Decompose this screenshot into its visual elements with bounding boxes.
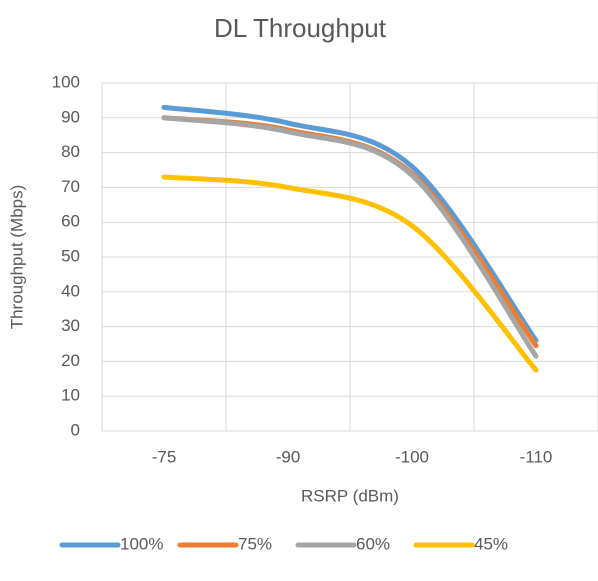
x-axis-title: RSRP (dBm): [301, 486, 399, 505]
y-tick-label: 90: [61, 107, 80, 126]
chart-title: DL Throughput: [214, 13, 387, 43]
y-tick-label: 60: [61, 212, 80, 231]
x-tick-label: -100: [395, 447, 429, 466]
y-tick-label: 20: [61, 351, 80, 370]
x-tick-label: -110: [520, 447, 553, 466]
y-tick-label: 30: [61, 316, 80, 335]
y-axis-title: Throughput (Mbps): [7, 185, 26, 330]
legend-label: 100%: [120, 534, 163, 553]
y-tick-label: 80: [61, 142, 80, 161]
series-line: [161, 115, 539, 359]
legend-label: 60%: [356, 534, 390, 553]
legend-label: 45%: [474, 534, 508, 553]
series-line: [161, 104, 539, 344]
series-line: [161, 174, 539, 373]
y-tick-label: 10: [61, 386, 80, 405]
x-tick-label: -90: [276, 447, 301, 466]
x-tick-label: -75: [152, 447, 177, 466]
y-tick-label: 40: [61, 281, 80, 300]
legend-label: 75%: [238, 534, 272, 553]
y-tick-label: 0: [71, 420, 80, 439]
y-tick-label: 100: [52, 72, 80, 91]
y-tick-label: 70: [61, 177, 80, 196]
y-tick-label: 50: [61, 246, 80, 265]
